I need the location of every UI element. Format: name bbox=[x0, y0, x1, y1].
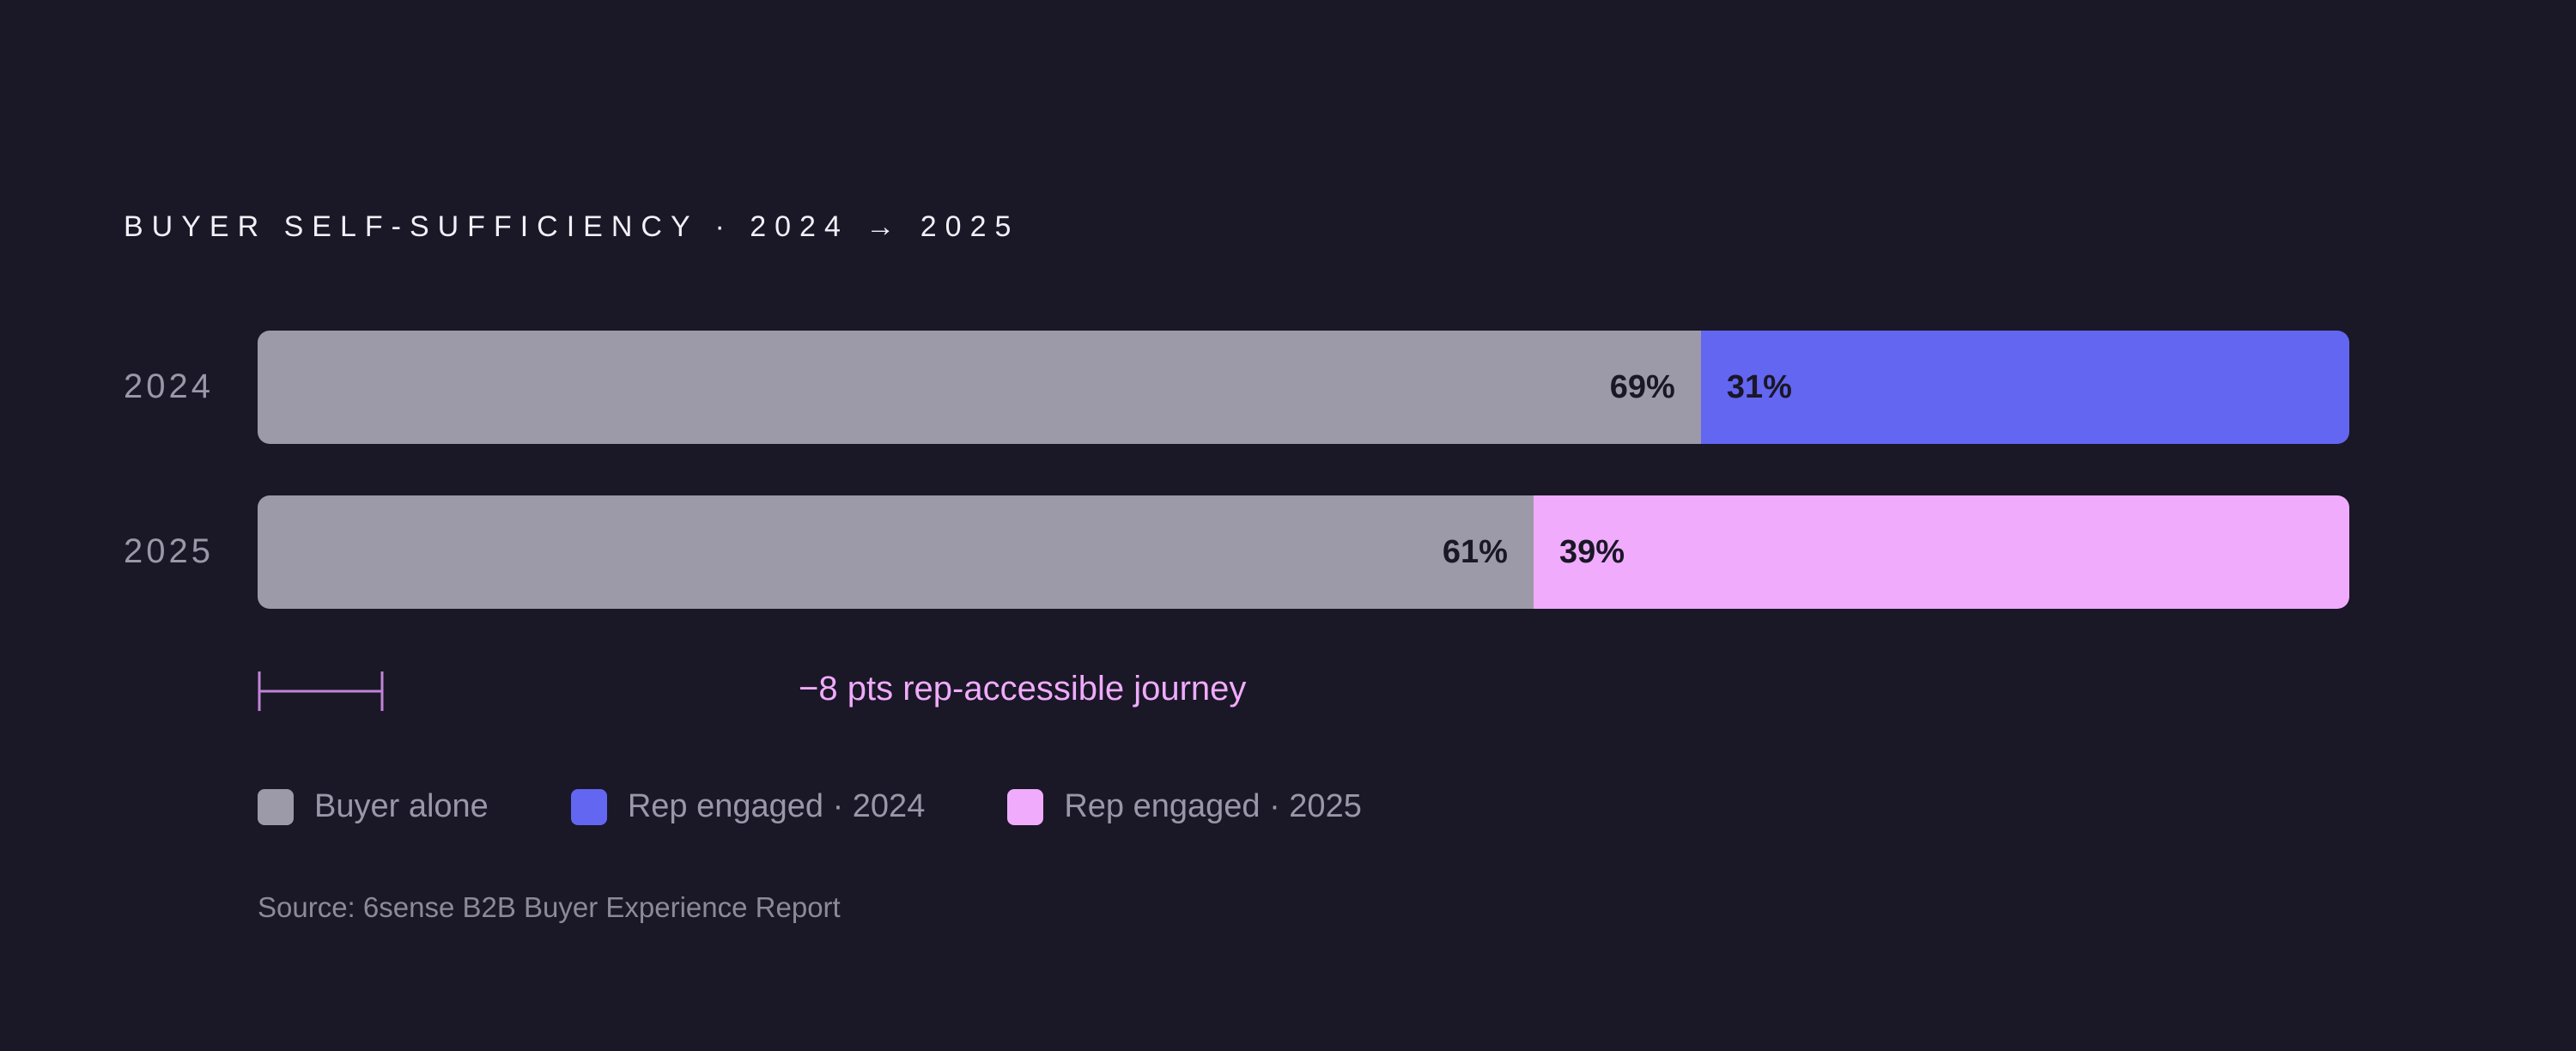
legend: Buyer alone Rep engaged · 2024 Rep engag… bbox=[258, 788, 1444, 825]
bar-2024-buyer-alone-label: 69% bbox=[1609, 369, 1675, 405]
bar-2025: 61% 39% bbox=[258, 495, 2349, 609]
legend-swatch-rep-engaged-2025 bbox=[1007, 788, 1044, 825]
legend-swatch-rep-engaged-2024 bbox=[570, 788, 607, 825]
bar-2025-buyer-alone bbox=[258, 495, 1534, 609]
bar-2025-rep-engaged bbox=[1533, 495, 2349, 609]
bar-2024-rep-engaged bbox=[1700, 331, 2349, 444]
legend-swatch-buyer-alone bbox=[258, 788, 294, 825]
row-label-2024: 2024 bbox=[124, 368, 214, 405]
legend-item-rep-engaged-2025: Rep engaged · 2025 bbox=[1007, 788, 1362, 825]
chart-title: BUYER SELF-SUFFICIENCY · 2024 → 2025 bbox=[124, 210, 1020, 243]
delta-bracket-icon bbox=[258, 671, 384, 711]
source-note: Source: 6sense B2B Buyer Experience Repo… bbox=[258, 891, 841, 923]
bar-2024: 69% 31% bbox=[258, 331, 2349, 444]
bar-2024-rep-engaged-label: 31% bbox=[1726, 369, 1792, 405]
legend-label-buyer-alone: Buyer alone bbox=[314, 788, 489, 824]
row-label-2025: 2025 bbox=[124, 532, 214, 570]
delta-annotation: −8 pts rep-accessible journey bbox=[799, 670, 1247, 708]
bar-2024-buyer-alone bbox=[258, 331, 1701, 444]
legend-label-rep-engaged-2024: Rep engaged · 2024 bbox=[627, 788, 926, 824]
legend-label-rep-engaged-2025: Rep engaged · 2025 bbox=[1064, 788, 1362, 824]
bar-2025-buyer-alone-label: 61% bbox=[1442, 534, 1508, 570]
legend-item-buyer-alone: Buyer alone bbox=[258, 788, 489, 825]
bar-2025-rep-engaged-label: 39% bbox=[1558, 534, 1625, 570]
legend-item-rep-engaged-2024: Rep engaged · 2024 bbox=[570, 788, 926, 825]
